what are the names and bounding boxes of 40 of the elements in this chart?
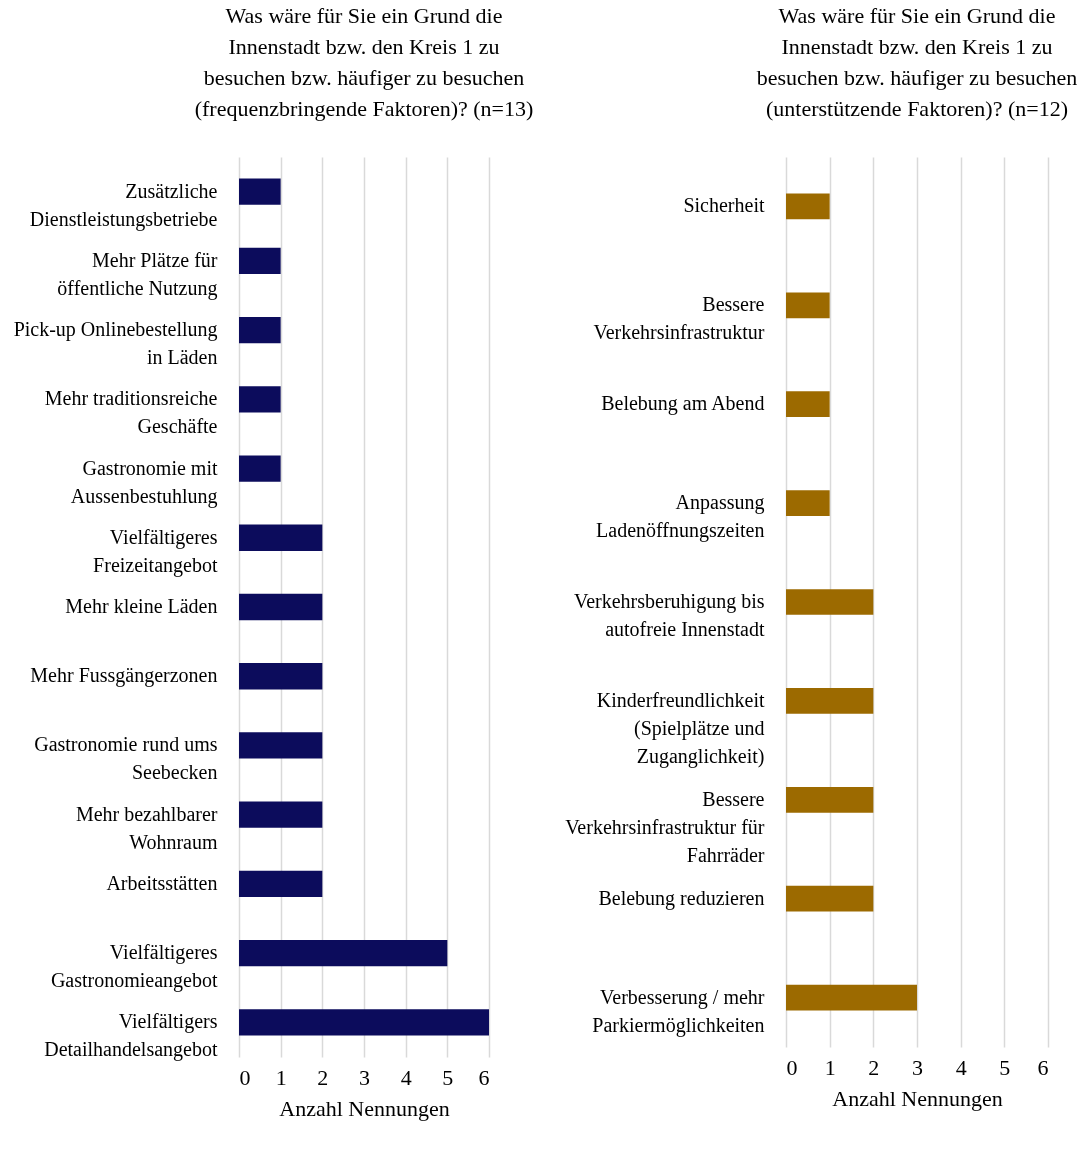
y-tick-label: Gastronomie mit Aussenbestuhlung [70, 456, 218, 508]
x-tick-label: 4 [955, 1054, 967, 1080]
y-tick-label: Mehr traditionsreiche Geschäfte [44, 387, 218, 438]
y-tick-label: Anpassung Ladenöffnungszeiten [596, 491, 765, 543]
x-axis-title: Anzahl Nennungen [832, 1085, 1003, 1111]
y-tick-label: Arbeitsstätten [106, 871, 218, 894]
x-tick-label: 0 [786, 1054, 798, 1080]
y-tick-label: Verkehrsberuhigung bis autofreie Innenstadt [573, 590, 765, 640]
y-tick-label: Vielfältigeres Gastronomieangebot [50, 941, 218, 993]
y-tick-label: Sicherheit [683, 194, 765, 217]
y-tick-label: Vielfältigeres Freizeitangebot [93, 525, 218, 577]
x-tick-label: 1 [824, 1054, 836, 1080]
y-tick-label: Belebung reduzieren [598, 886, 765, 910]
y-tick-label: Bessere Verkehrsinfrastruktur für Fahrräder [565, 787, 765, 866]
x-tick-label: 5 [999, 1054, 1011, 1080]
x-tick-label: 2 [317, 1064, 329, 1090]
y-tick-label: Zusätzliche Dienstleistungsbetriebe [29, 179, 218, 231]
x-tick-label: 2 [868, 1054, 880, 1080]
y-tick-label: Mehr Plätze für öffentliche Nutzung [57, 248, 218, 300]
x-tick-label: 5 [442, 1064, 454, 1090]
y-tick-label: Vielfältigers Detailhandelsangebot [44, 1010, 218, 1062]
chart-title: Was wäre für Sie ein Grund die Innenstadt bzw. den Kreis 1 zu besuchen bzw. häufiger zu besuchen (unterstützende Faktoren)? (n=12) [756, 3, 1078, 121]
y-tick-label: Belebung am Abend [601, 392, 765, 416]
x-tick-label: 6 [478, 1064, 490, 1090]
x-axis-title: Anzahl Nennungen [279, 1095, 450, 1121]
x-tick-label: 4 [400, 1064, 412, 1090]
x-tick-label: 3 [359, 1064, 370, 1090]
chart-title: Was wäre für Sie ein Grund die Innenstadt bzw. den Kreis 1 zu besuchen bzw. häufiger zu besuchen (frequenzbringende Faktoren)? (n=13) [194, 3, 534, 121]
y-tick-label: Bessere Verkehrsinfrastruktur [593, 293, 765, 344]
y-tick-label: Gastronomie rund ums Seebecken [34, 733, 218, 784]
y-tick-label: Mehr kleine Läden [65, 595, 218, 617]
y-tick-label: Kinderfreundlichkeit (Spielplätze und Zuganglichkeit) [596, 688, 765, 768]
y-tick-label: Mehr bezahlbarer Wohnraum [75, 802, 218, 853]
y-tick-label: Pick-up Onlinebestellung in Läden [13, 318, 218, 369]
y-tick-label: Mehr Fussgängerzonen [30, 664, 218, 688]
x-tick-label: 0 [239, 1064, 251, 1090]
x-tick-label: 6 [1037, 1054, 1049, 1080]
y-tick-label: Verbesserung / mehr Parkiermöglichkeiten [592, 985, 765, 1037]
x-tick-label: 1 [275, 1064, 287, 1090]
x-tick-label: 3 [912, 1054, 923, 1080]
